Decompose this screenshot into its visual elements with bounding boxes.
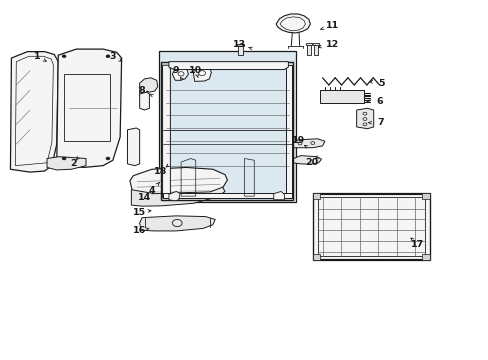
Text: 18: 18 bbox=[154, 167, 167, 176]
Text: 4: 4 bbox=[148, 186, 155, 195]
Text: 9: 9 bbox=[173, 66, 179, 75]
Text: 13: 13 bbox=[233, 40, 245, 49]
Polygon shape bbox=[320, 90, 363, 103]
Polygon shape bbox=[140, 92, 149, 110]
Polygon shape bbox=[10, 51, 58, 172]
Bar bbox=[317, 197, 424, 256]
Polygon shape bbox=[422, 193, 429, 199]
Text: 20: 20 bbox=[305, 158, 318, 167]
Polygon shape bbox=[130, 167, 227, 195]
Polygon shape bbox=[140, 216, 215, 231]
Bar bbox=[312, 43, 319, 45]
Bar bbox=[238, 44, 243, 55]
Circle shape bbox=[106, 157, 110, 160]
Text: 19: 19 bbox=[291, 136, 304, 145]
Polygon shape bbox=[292, 139, 325, 148]
Polygon shape bbox=[47, 157, 86, 170]
Circle shape bbox=[62, 157, 66, 160]
Text: 12: 12 bbox=[325, 40, 338, 49]
Text: 7: 7 bbox=[377, 118, 384, 127]
Polygon shape bbox=[285, 65, 292, 198]
Polygon shape bbox=[162, 193, 292, 198]
Circle shape bbox=[106, 55, 110, 58]
Polygon shape bbox=[131, 187, 224, 206]
Bar bbox=[159, 51, 295, 202]
Text: 1: 1 bbox=[34, 52, 41, 61]
Bar bbox=[237, 44, 244, 46]
Text: 15: 15 bbox=[133, 208, 146, 217]
Polygon shape bbox=[276, 14, 310, 33]
Text: 10: 10 bbox=[189, 66, 202, 75]
Polygon shape bbox=[193, 65, 211, 81]
Text: 17: 17 bbox=[410, 240, 424, 249]
Polygon shape bbox=[312, 254, 320, 260]
Polygon shape bbox=[168, 192, 180, 201]
Text: 3: 3 bbox=[109, 52, 116, 61]
Text: 2: 2 bbox=[70, 159, 77, 168]
Bar bbox=[306, 44, 311, 55]
Text: 5: 5 bbox=[377, 79, 384, 88]
Polygon shape bbox=[172, 67, 188, 80]
Bar bbox=[313, 44, 318, 55]
Polygon shape bbox=[127, 128, 140, 166]
Polygon shape bbox=[140, 78, 158, 96]
Polygon shape bbox=[168, 62, 288, 69]
Bar bbox=[312, 193, 429, 260]
Polygon shape bbox=[292, 156, 321, 164]
Polygon shape bbox=[57, 49, 122, 167]
Polygon shape bbox=[356, 108, 373, 129]
Text: 6: 6 bbox=[376, 96, 383, 105]
Bar bbox=[305, 43, 312, 45]
Circle shape bbox=[62, 55, 66, 58]
Text: 16: 16 bbox=[133, 226, 146, 235]
Polygon shape bbox=[273, 192, 284, 200]
Polygon shape bbox=[162, 65, 170, 198]
Text: 14: 14 bbox=[138, 193, 151, 202]
Text: 11: 11 bbox=[325, 21, 338, 30]
Polygon shape bbox=[312, 193, 320, 199]
Polygon shape bbox=[422, 254, 429, 260]
Text: 8: 8 bbox=[139, 86, 145, 95]
Bar bbox=[64, 74, 110, 140]
